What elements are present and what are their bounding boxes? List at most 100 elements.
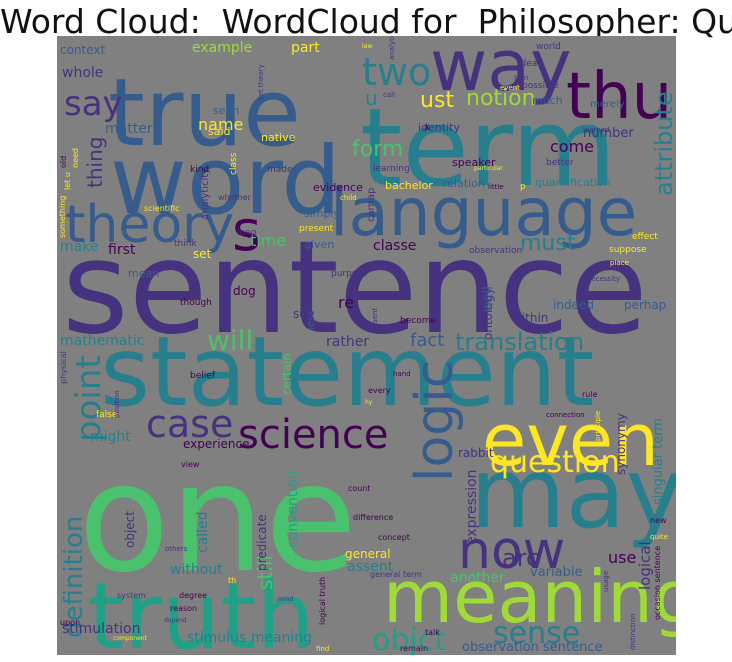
word-dog: dog (233, 284, 256, 298)
word-thu: thu (566, 60, 672, 134)
word-native: native (261, 131, 296, 144)
word-less: less (306, 311, 317, 330)
word-carnap: carnap (366, 188, 377, 222)
word-rule: rule (582, 390, 598, 399)
word-called: called (195, 511, 211, 553)
word-still: still (253, 555, 277, 590)
word-others: others (165, 545, 188, 553)
word-idea: idea (518, 59, 537, 69)
word-re: re (338, 293, 354, 312)
word-attribute: attribute (650, 91, 678, 196)
word-difference: difference (353, 513, 393, 522)
word-quantification: quantification (535, 176, 611, 189)
word-find: find (316, 645, 329, 653)
word-every: every (368, 386, 391, 395)
word-time: time (250, 231, 286, 250)
word-whole: whole (62, 65, 103, 81)
word-turn: turn (514, 74, 528, 82)
word-dissent: dissent (371, 308, 379, 333)
word-two: two (362, 50, 431, 94)
word-set-theory: set theory (257, 64, 265, 100)
word-possible: possible (522, 81, 559, 91)
word-law: law (362, 43, 372, 50)
word-hy: hy (365, 399, 373, 406)
word-remain: remain (400, 644, 428, 653)
word-seen: seen (213, 104, 239, 117)
word-something: something (58, 196, 67, 238)
word-general: general (345, 547, 391, 561)
word-belief: belief (190, 371, 216, 381)
word-given: given (304, 238, 334, 251)
word-position: position (113, 390, 121, 418)
word-th: th (228, 576, 236, 585)
word-better: better (546, 158, 574, 168)
word-observation: observation (469, 246, 522, 256)
word-logical-truth: logical truth (318, 577, 327, 625)
word-mathematic: mathematic (60, 333, 145, 349)
word-word: word (110, 127, 341, 236)
word-evidence: evidence (313, 181, 363, 194)
word-notion: notion (466, 86, 536, 111)
word-form: form (352, 137, 403, 162)
word-see: see (293, 307, 314, 321)
word-call: call (383, 91, 395, 99)
word-true: true (108, 59, 301, 168)
word-fact: fact (410, 330, 444, 351)
word-ontology: ontology (481, 288, 495, 340)
word-component: component (113, 635, 148, 642)
word-theory: theory (65, 195, 234, 255)
word-class: class (229, 152, 239, 175)
word-connection: connection (546, 411, 585, 419)
word-objct: objct (372, 623, 446, 658)
word-present: present (299, 224, 334, 234)
word-perhap: perhap (624, 298, 666, 312)
word-might: might (90, 429, 131, 445)
word-old: old (59, 156, 68, 168)
word-occasion-sentence: occasion sentence (653, 546, 662, 620)
word-physical: physical (59, 351, 68, 384)
word-name: name (198, 115, 243, 134)
word-necessity: necessity (587, 275, 620, 283)
word-speaker: speaker (452, 156, 496, 169)
word-context: context (60, 43, 106, 57)
word-come: come (550, 137, 594, 156)
word-number: number (583, 126, 634, 141)
word-expression: expression (464, 469, 480, 545)
word-u: u (365, 86, 378, 110)
word-use: use (608, 548, 636, 567)
word-rabbit: rabbit (458, 446, 494, 460)
word-hand: hand (393, 370, 411, 378)
word-one: one (78, 432, 357, 606)
word-p: p (520, 182, 526, 192)
word-thing: thing (83, 137, 107, 188)
word-predicate: predicate (255, 514, 269, 571)
word-identity: identity (418, 121, 460, 134)
word-kind: kind (190, 165, 209, 175)
word-simply: simply (304, 207, 341, 220)
word-say: say (64, 84, 123, 124)
word-example: example (192, 40, 252, 56)
word-degree: degree (179, 591, 207, 600)
word-assent: assent (347, 559, 394, 575)
word-well: well (481, 286, 496, 312)
word-particular: particular (474, 165, 503, 172)
word-term: term (360, 86, 617, 211)
word-analyticity: analyticity (200, 168, 211, 220)
word-child: child (340, 194, 357, 202)
word-learned: learned (583, 126, 609, 134)
word-language: language (330, 174, 637, 251)
word-s: s (232, 199, 261, 264)
word-false: false (96, 410, 118, 420)
word-little: little (488, 183, 504, 191)
word-may: may (470, 437, 684, 551)
word-truth: truth (88, 563, 315, 662)
word-analytic: analytic (388, 32, 396, 60)
word-observation-sentence: observation sentence (462, 640, 603, 655)
word-event: event (500, 84, 520, 92)
word-usage: usage (602, 571, 610, 592)
word-reason: reason (170, 604, 197, 613)
word-object: object (123, 511, 137, 548)
word-point: point (69, 355, 109, 442)
word-distinction: distinction (629, 614, 637, 650)
word-become: become (400, 316, 436, 326)
